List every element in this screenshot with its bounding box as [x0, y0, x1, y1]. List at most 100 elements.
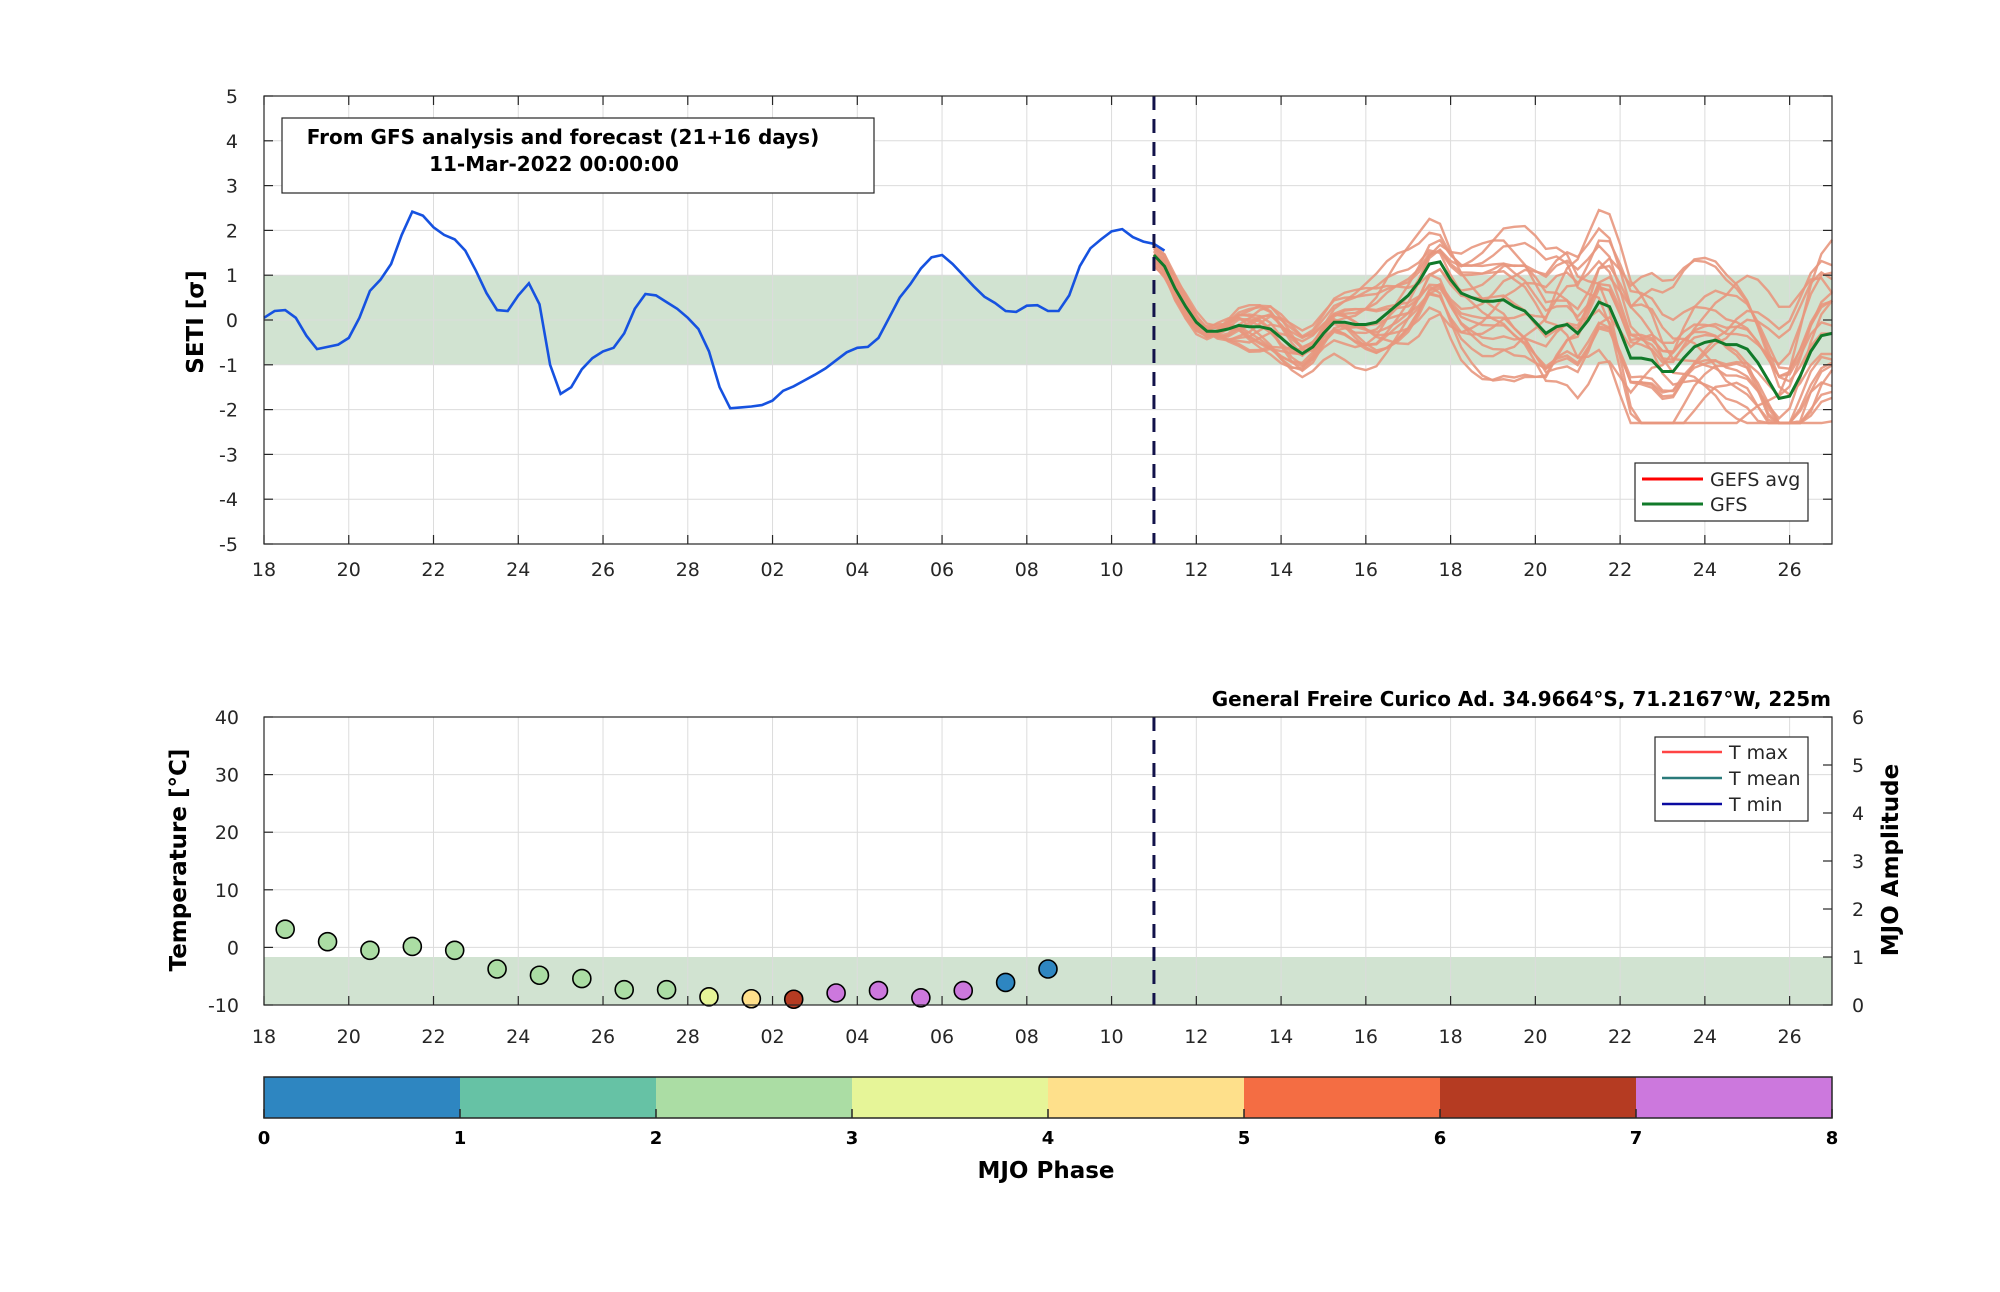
gefs-member-line	[1153, 253, 1833, 378]
bottom-xtick-label: 26	[1778, 1026, 1802, 1048]
bottom-xtick-label: 06	[930, 1026, 954, 1048]
colorbar-tick-label: 1	[454, 1128, 467, 1149]
bottom-xtick-label: 24	[1693, 1026, 1717, 1048]
top-xtick-label: 22	[421, 559, 445, 581]
analysis-line	[263, 209, 1166, 410]
annotation-line2: 11-Mar-2022 00:00:00	[429, 152, 679, 176]
colorbar-tick-label: 6	[1434, 1128, 1447, 1149]
mjo-point	[402, 936, 423, 957]
bottom-xtick-label: 14	[1269, 1026, 1293, 1048]
mjo-point	[614, 979, 635, 1000]
mjo-point	[741, 988, 762, 1009]
bottom-ytick-label: 10	[215, 880, 239, 902]
bottom-xtick-label: 26	[591, 1026, 615, 1048]
top-ytick-label: 0	[226, 310, 238, 332]
top-ytick-label: -2	[219, 400, 238, 422]
bottom-ytick-right-label: 2	[1852, 899, 1864, 921]
top-xtick-label: 04	[845, 559, 869, 581]
legend-tmax-label: T max	[1728, 742, 1788, 764]
mjo-point	[487, 959, 507, 979]
top-xtick-label: 02	[760, 559, 784, 581]
top-ytick-label: 1	[226, 265, 238, 287]
colorbar-ticks: 0 1 2 3 4 5 6 7 8	[258, 1109, 1839, 1149]
top-xtick-label: 24	[1693, 559, 1717, 581]
top-xtick-label: 26	[1778, 559, 1802, 581]
top-xtick-label: 08	[1015, 559, 1039, 581]
mjo-point	[360, 940, 380, 961]
gefs-member-line	[1153, 247, 1833, 383]
top-xtick-label: 10	[1099, 559, 1123, 581]
top-xtick-label: 18	[252, 559, 276, 581]
gefs-member-line	[1152, 250, 1833, 397]
bottom-xtick-label: 18	[1439, 1026, 1463, 1048]
top-ytick-label: 2	[226, 220, 238, 242]
top-panel: 18 20 22 24 26 28 02 04 06 08 10 12 14 16 18 20 22 24 2654…	[183, 86, 1833, 581]
top-ytick-label: 3	[226, 176, 238, 198]
bottom-xtick-label: 16	[1354, 1026, 1378, 1048]
bottom-ylabel-right: MJO Amplitude	[1878, 764, 1904, 956]
mjo-point	[911, 987, 931, 1008]
bottom-xtick-label: 20	[1523, 1026, 1547, 1048]
top-legend: GEFS avg GFS	[1634, 462, 1809, 522]
top-ytick-label: 4	[226, 131, 238, 153]
mjo-point	[444, 940, 465, 961]
bottom-ytick-right-label: 0	[1852, 995, 1864, 1017]
bottom-xtick-label: 22	[1608, 1026, 1632, 1048]
top-xtick-label: 28	[676, 559, 700, 581]
top-axis-ticks: 18 20 22 24 26 28 02 04 06 08 10 12 14 16 18 20 22 24 2654…	[219, 86, 1832, 581]
top-ytick-label: 5	[226, 86, 238, 108]
top-xtick-label: 14	[1269, 559, 1293, 581]
mjo-point	[783, 989, 804, 1010]
colorbar-tick-label: 2	[650, 1128, 663, 1149]
bottom-ytick-right-label: 3	[1852, 851, 1864, 873]
bottom-xtick-label: 22	[421, 1026, 445, 1048]
bottom-ytick-label: 20	[215, 822, 239, 844]
mjo-point	[868, 980, 889, 1001]
mjo-point	[275, 919, 295, 939]
bottom-xtick-label: 20	[337, 1026, 361, 1048]
mjo-point	[826, 983, 846, 1003]
colorbar-segment	[460, 1077, 657, 1118]
top-ytick-label: -3	[219, 444, 238, 466]
mjo-point	[953, 980, 974, 1001]
bottom-xtick-label: 12	[1184, 1026, 1208, 1048]
colorbar-segment	[264, 1077, 461, 1118]
annotation-line1: From GFS analysis and forecast (21+16 da…	[307, 125, 819, 149]
colorbar-tick-label: 8	[1826, 1128, 1839, 1149]
top-ytick-label: -4	[219, 489, 238, 511]
gefs-member-line	[1153, 243, 1833, 425]
top-xtick-label: 20	[1523, 559, 1547, 581]
mjo-colorbar: 0 1 2 3 4 5 6 7 8 MJO Phase	[258, 1076, 1839, 1184]
legend-tmean-label: T mean	[1728, 768, 1801, 790]
gefs-member-line	[1153, 248, 1833, 425]
colorbar-tick-label: 7	[1630, 1128, 1643, 1149]
bottom-ytick-right-label: 5	[1852, 755, 1864, 777]
mjo-point	[656, 979, 677, 1000]
colorbar-segment	[852, 1077, 1049, 1118]
top-xtick-label: 24	[506, 559, 530, 581]
legend-gfs-label: GFS	[1710, 494, 1747, 516]
top-xtick-label: 18	[1439, 559, 1463, 581]
mjo-point	[995, 972, 1016, 993]
bottom-xtick-label: 28	[676, 1026, 700, 1048]
top-xtick-label: 26	[591, 559, 615, 581]
mjo-point	[699, 987, 719, 1007]
colorbar-tick-label: 4	[1042, 1128, 1055, 1149]
bottom-xtick-label: 18	[252, 1026, 276, 1048]
bottom-panel: 18 20 22 24 26 28 02 04 06 08 10 12 14 16 18 20 22 24 2640…	[166, 687, 1904, 1048]
top-xtick-label: 06	[930, 559, 954, 581]
bottom-ytick-right-label: 1	[1852, 947, 1864, 969]
bottom-ytick-right-label: 6	[1852, 707, 1864, 729]
colorbar-segment	[1244, 1077, 1441, 1118]
top-ytick-label: -1	[219, 355, 238, 377]
top-xtick-label: 16	[1354, 559, 1378, 581]
bottom-xtick-label: 02	[760, 1026, 784, 1048]
top-xtick-label: 12	[1184, 559, 1208, 581]
gefs-member-line	[1153, 231, 1833, 425]
colorbar-segments	[264, 1077, 1833, 1118]
top-xtick-label: 22	[1608, 559, 1632, 581]
bottom-ytick-label: 0	[227, 937, 239, 959]
top-ylabel: SETI [σ]	[183, 270, 209, 373]
bottom-ytick-label: -10	[208, 995, 239, 1017]
